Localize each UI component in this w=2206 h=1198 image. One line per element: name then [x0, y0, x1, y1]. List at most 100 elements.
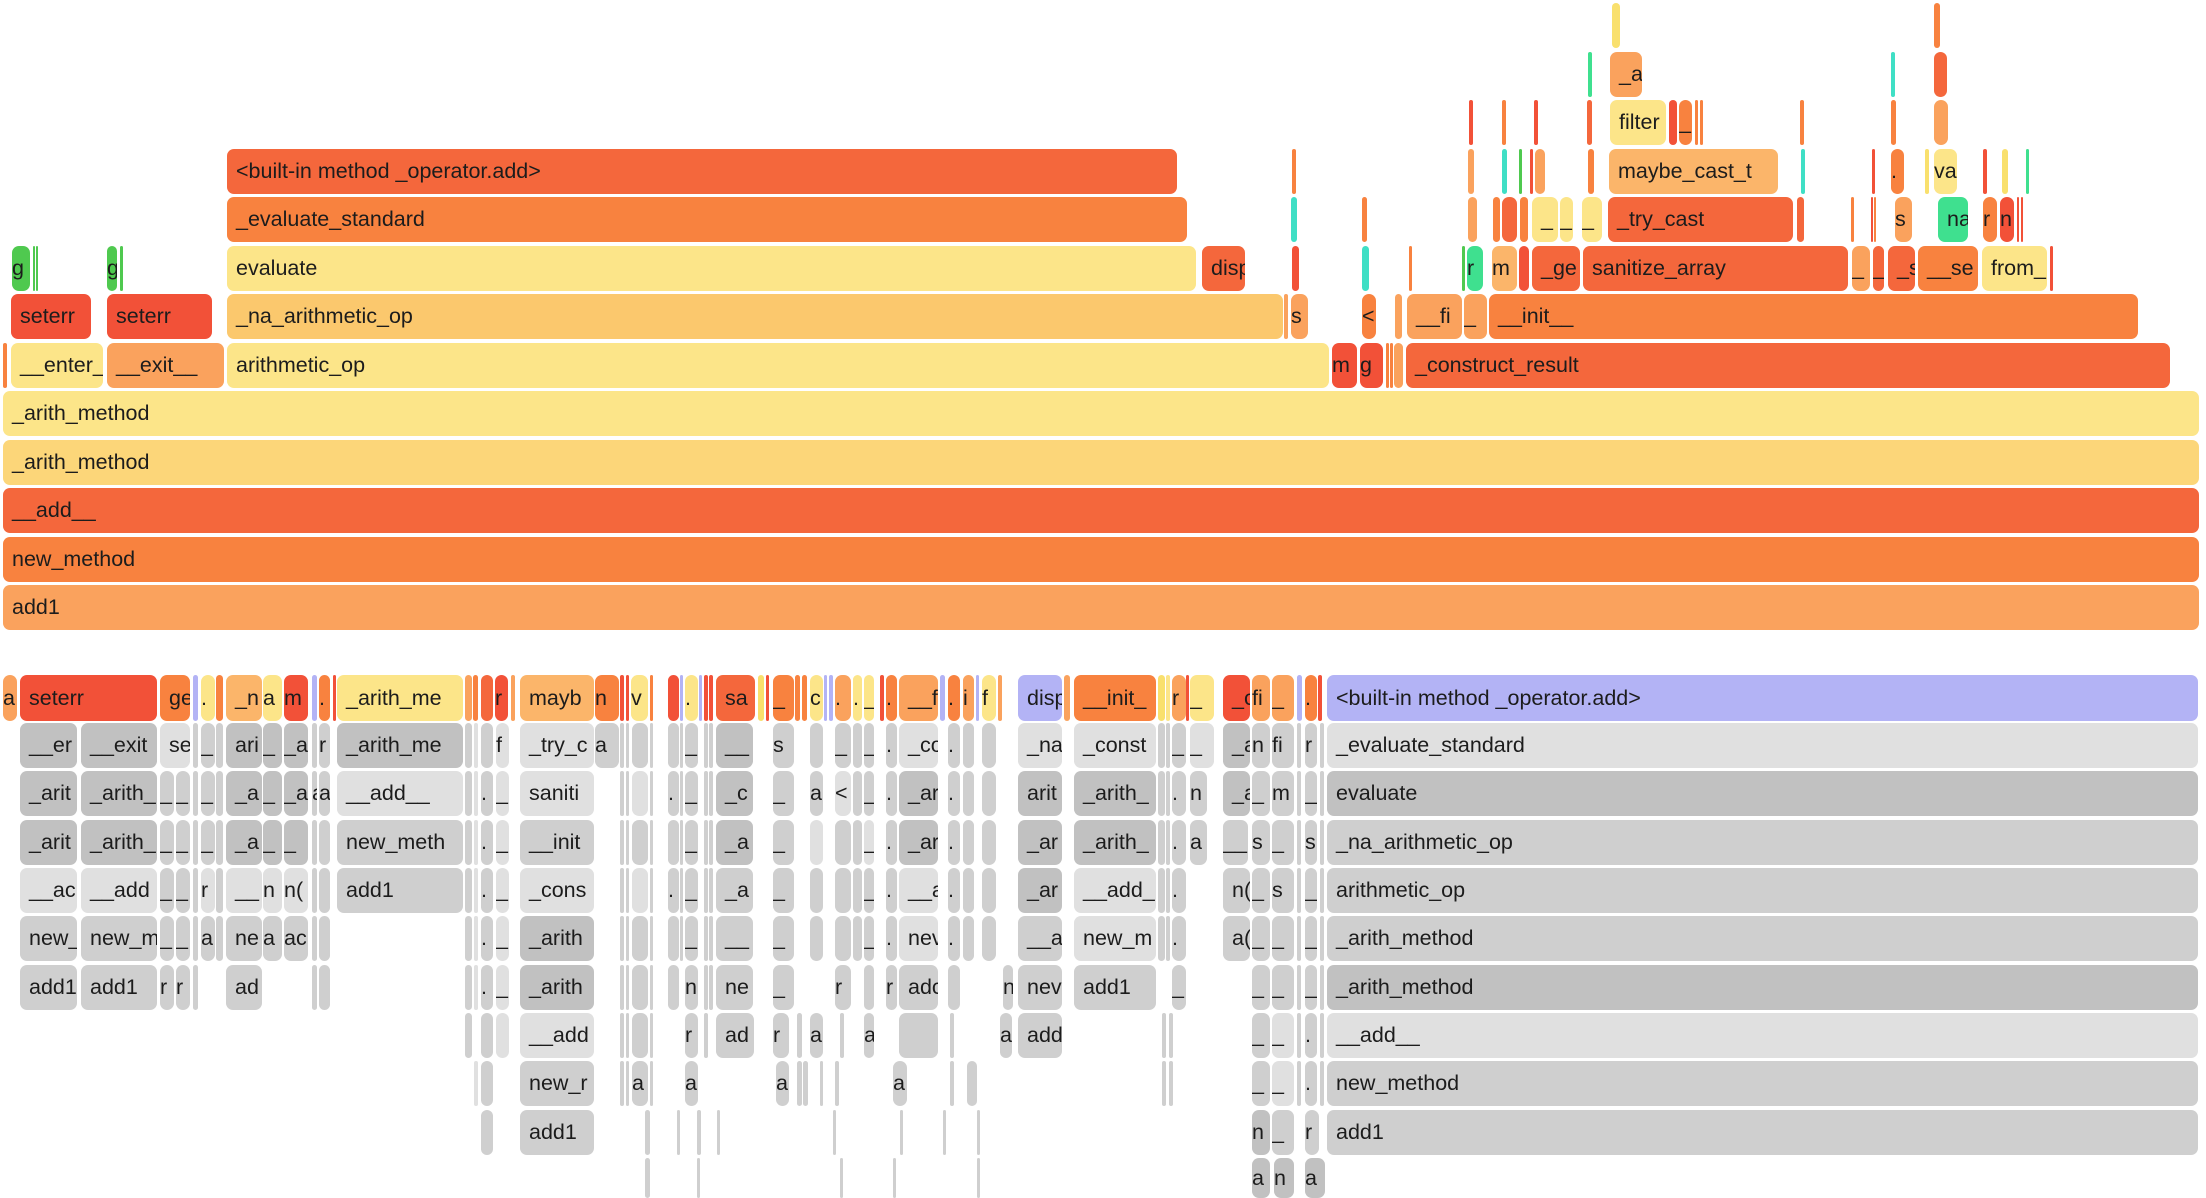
frame-sliver[interactable] — [626, 1061, 629, 1106]
frame-_arith_[interactable]: _arith_ — [1074, 820, 1156, 865]
frame-r[interactable]: r — [201, 868, 215, 913]
frame-sliver[interactable] — [1519, 246, 1529, 291]
frame-i[interactable]: i — [963, 675, 974, 721]
frame-_n[interactable]: _n — [226, 675, 262, 721]
frame-sliver[interactable] — [36, 246, 38, 291]
frame-sliver[interactable] — [474, 723, 478, 768]
frame-.[interactable]: . — [1305, 1061, 1317, 1106]
frame-add1[interactable]: add1 — [1327, 1110, 2198, 1155]
frame-sliver[interactable] — [1519, 149, 1522, 194]
frame-sliver[interactable] — [1166, 820, 1170, 865]
frame-nev[interactable]: nev — [1018, 965, 1062, 1010]
frame-sliver[interactable] — [1297, 771, 1301, 816]
frame-_[interactable]: _ — [773, 820, 794, 865]
frame-sliver[interactable] — [1292, 246, 1299, 291]
frame-_[interactable]: _ — [1464, 294, 1487, 339]
frame-.[interactable]: . — [201, 675, 215, 721]
frame-_[interactable]: _ — [864, 820, 874, 865]
frame-a[interactable]: a — [263, 916, 282, 961]
frame-_a[interactable]: _a — [1223, 771, 1250, 816]
frame-r[interactable]: r — [1467, 246, 1483, 291]
frame-sliver[interactable] — [1297, 965, 1301, 1010]
frame-sliver[interactable] — [312, 916, 317, 961]
frame-add1[interactable]: add1 — [3, 585, 2199, 630]
frame-sliver[interactable] — [940, 675, 945, 721]
frame-sliver[interactable] — [680, 723, 683, 768]
frame-sliver[interactable] — [626, 820, 629, 865]
frame-sliver[interactable] — [853, 723, 862, 768]
frame-a[interactable]: a — [1190, 820, 1207, 865]
frame-<built-inmethod_operator.add>[interactable]: <built-in method _operator.add> — [1327, 675, 2198, 721]
frame-sliver[interactable] — [481, 723, 493, 768]
frame-sliver[interactable] — [1851, 197, 1854, 242]
frame-_arith_me[interactable]: _arith_me — [337, 675, 463, 721]
frame-.[interactable]: . — [668, 771, 679, 816]
frame-sliver[interactable] — [1162, 1013, 1166, 1058]
frame-_[interactable]: _ — [1272, 965, 1294, 1010]
frame-sliver[interactable] — [620, 771, 624, 816]
frame-.[interactable]: . — [1305, 675, 1317, 721]
frame-sliver[interactable] — [1158, 868, 1165, 913]
frame-sliver[interactable] — [668, 820, 679, 865]
frame-_[interactable]: _ — [864, 675, 874, 721]
frame-sliver[interactable] — [1520, 197, 1528, 242]
frame-sliver[interactable] — [650, 1013, 653, 1058]
frame-.[interactable]: . — [1172, 820, 1186, 865]
frame-sliver[interactable] — [1394, 343, 1403, 388]
frame-.[interactable]: . — [481, 916, 493, 961]
frame-sliver[interactable] — [704, 916, 708, 961]
frame-_[interactable]: _ — [176, 916, 190, 961]
frame-sliver[interactable] — [319, 916, 330, 961]
frame-_a[interactable]: _a — [716, 868, 753, 913]
frame-sliver[interactable] — [963, 868, 974, 913]
frame-_a[interactable]: _a — [284, 723, 308, 768]
frame-sliver[interactable] — [312, 723, 317, 768]
frame-sliver[interactable] — [650, 723, 653, 768]
frame-sliver[interactable] — [620, 868, 624, 913]
frame-m[interactable]: m — [1492, 246, 1517, 291]
frame-new_method[interactable]: new_method — [1327, 1061, 2198, 1106]
frame-sliver[interactable] — [709, 916, 713, 961]
frame-sliver[interactable] — [650, 1061, 653, 1106]
frame-_[interactable]: _ — [864, 771, 874, 816]
frame-sliver[interactable] — [333, 675, 336, 721]
frame-sliver[interactable] — [3, 343, 7, 388]
frame-_[interactable]: _ — [496, 965, 509, 1010]
frame-_[interactable]: _ — [864, 916, 874, 961]
frame-sliver[interactable] — [709, 868, 713, 913]
frame-sliver[interactable] — [626, 1013, 629, 1058]
frame-_arith[interactable]: _arith — [520, 916, 594, 961]
frame-.[interactable]: . — [886, 675, 897, 721]
frame-sliver[interactable] — [193, 723, 198, 768]
frame-_[interactable]: _ — [1172, 965, 1186, 1010]
frame-a[interactable]: a — [810, 771, 823, 816]
frame-__[interactable]: __ — [1223, 820, 1248, 865]
frame-.[interactable]: . — [948, 771, 960, 816]
frame-sliver[interactable] — [2002, 149, 2008, 194]
frame-.[interactable]: . — [481, 965, 493, 1010]
frame-sliver[interactable] — [193, 868, 198, 913]
frame-sliver[interactable] — [668, 965, 679, 1010]
frame-evaluate[interactable]: evaluate — [1327, 771, 2198, 816]
frame-sliver[interactable] — [473, 675, 478, 721]
frame-sliver[interactable] — [632, 1013, 648, 1058]
frame-sliver[interactable] — [312, 868, 317, 913]
frame-_arith_[interactable]: _arith_ — [81, 820, 157, 865]
frame-_[interactable]: _ — [496, 916, 509, 961]
frame-sliver[interactable] — [963, 723, 974, 768]
frame-ad[interactable]: ad — [716, 1013, 754, 1058]
frame-sliver[interactable] — [1158, 675, 1165, 721]
frame-sliver[interactable] — [900, 1110, 903, 1155]
frame-a[interactable]: a — [1252, 1158, 1270, 1198]
frame-sliver[interactable] — [1166, 675, 1170, 721]
frame-__add__[interactable]: __add__ — [3, 488, 2199, 533]
frame-sliver[interactable] — [632, 868, 648, 913]
frame-new_method[interactable]: new_method — [3, 537, 2199, 582]
frame-sliver[interactable] — [620, 916, 624, 961]
frame-se[interactable]: se — [160, 723, 190, 768]
frame-sliver[interactable] — [1530, 149, 1533, 194]
frame-sliver[interactable] — [802, 675, 807, 721]
frame-a[interactable]: a — [319, 771, 330, 816]
frame-sliver[interactable] — [1468, 149, 1474, 194]
frame-a[interactable]: a — [263, 675, 282, 721]
